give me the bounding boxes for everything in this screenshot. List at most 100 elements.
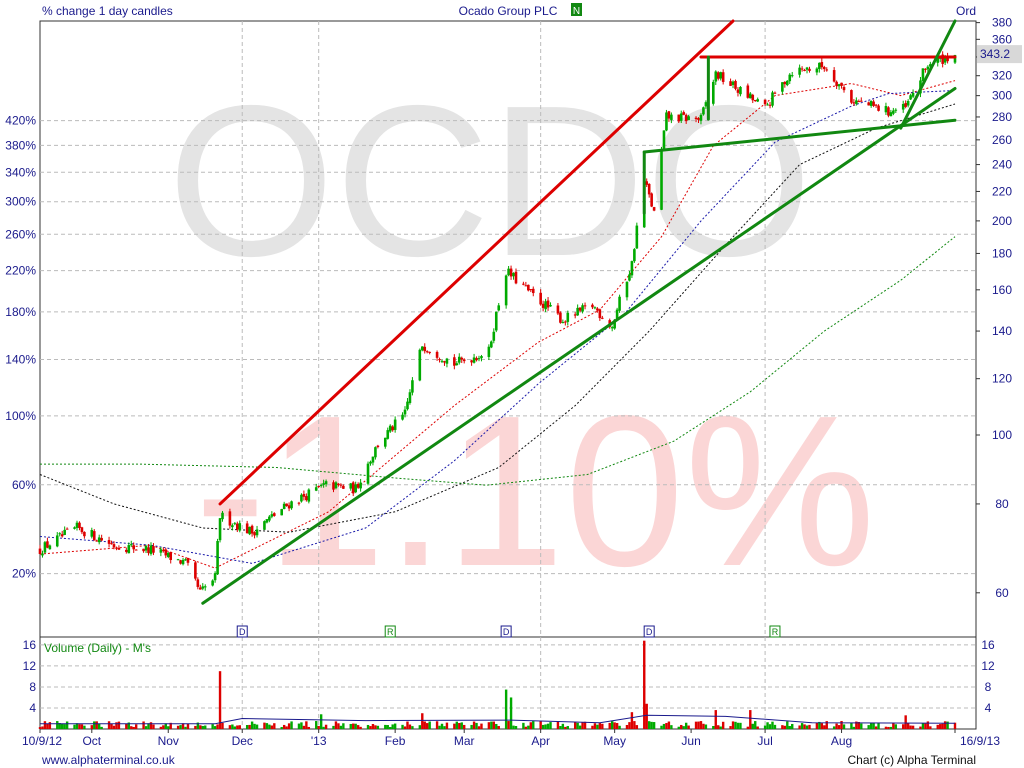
candle-body <box>455 363 459 366</box>
volume-bar <box>132 726 135 729</box>
candle <box>393 416 397 433</box>
candle <box>647 183 651 198</box>
candle-body <box>781 82 784 92</box>
candle-body <box>428 351 431 353</box>
candle-body <box>546 300 550 308</box>
news-badge[interactable]: N <box>571 3 582 17</box>
volume-bar <box>389 727 392 729</box>
candle-body <box>556 305 560 314</box>
candle <box>820 58 824 70</box>
candle <box>127 542 131 554</box>
right-tick-label: 220 <box>992 184 1012 198</box>
candle-body <box>697 118 700 120</box>
candle-body <box>334 482 338 489</box>
candle <box>714 70 718 86</box>
candle-body <box>55 535 59 547</box>
volume-tick-label-right: 8 <box>985 680 992 694</box>
volume-bar <box>860 723 863 729</box>
candle <box>719 71 723 81</box>
x-tick-label: Jun <box>681 734 700 748</box>
volume-bar <box>921 723 925 729</box>
candle-body <box>317 485 320 487</box>
candle-body <box>255 529 259 536</box>
candle-body <box>803 69 806 71</box>
volume-bar <box>874 726 878 729</box>
volume-bar <box>771 721 774 729</box>
volume-bar <box>125 723 128 729</box>
volume-bar <box>60 723 64 729</box>
volume-bar <box>263 722 266 729</box>
candle-body <box>194 562 197 579</box>
volume-bar <box>307 726 311 729</box>
candle-body <box>63 529 66 535</box>
candle-body <box>618 296 621 311</box>
candle <box>73 526 76 530</box>
candle-body <box>835 81 838 87</box>
website-link[interactable]: www.alphaterminal.co.uk <box>41 753 176 767</box>
candle <box>591 303 594 310</box>
candle-body <box>107 540 111 544</box>
candle <box>201 583 205 591</box>
candle <box>83 531 86 539</box>
candle-body <box>366 463 370 484</box>
candle-body <box>203 586 207 588</box>
candle <box>147 544 150 556</box>
candle <box>307 488 311 504</box>
candle-body <box>354 484 357 493</box>
candle <box>300 493 303 503</box>
volume-bar <box>625 724 629 729</box>
candle-body <box>302 493 306 497</box>
right-tick-label: 260 <box>992 133 1012 147</box>
candle <box>541 300 545 312</box>
volume-bar <box>401 724 404 729</box>
volume-bar <box>941 723 944 729</box>
right-tick-label: 360 <box>992 32 1012 46</box>
candle <box>531 286 535 297</box>
candle <box>169 551 173 564</box>
candle <box>63 526 66 536</box>
candle-body <box>186 557 190 563</box>
left-tick-label: 100% <box>5 409 36 423</box>
candle-body <box>771 92 774 106</box>
candle-body <box>374 447 377 458</box>
candle-body <box>472 357 476 363</box>
candle-body <box>211 580 214 586</box>
candle-body <box>83 531 86 537</box>
candle-body <box>290 501 293 509</box>
candle-body <box>218 518 222 541</box>
volume-bar <box>56 721 59 729</box>
candle-body <box>529 289 533 291</box>
candle-body <box>248 526 251 535</box>
candle <box>166 552 170 559</box>
volume-bar <box>697 721 700 729</box>
candle-body <box>748 93 752 99</box>
candle-body <box>332 482 335 490</box>
left-tick-label: 60% <box>12 478 36 492</box>
x-tick-label: Nov <box>158 734 179 748</box>
candle <box>798 64 801 78</box>
grid <box>40 21 976 729</box>
volume-bar <box>613 722 616 729</box>
candle <box>837 83 841 90</box>
candle <box>332 480 335 493</box>
candle <box>438 357 441 363</box>
candle <box>462 358 466 364</box>
volume-bar <box>869 722 873 729</box>
candle-body <box>539 292 542 305</box>
candle-body <box>440 360 444 362</box>
candle <box>921 68 925 82</box>
volume-bar <box>754 721 757 729</box>
candle <box>374 446 377 460</box>
candle-body <box>453 357 456 366</box>
candle <box>65 527 69 530</box>
candle-body <box>652 207 656 211</box>
candle-body <box>815 68 819 73</box>
candle <box>401 412 404 421</box>
watermark-ticker: OCDO <box>168 60 813 301</box>
candle-body <box>911 92 915 97</box>
volume-bar <box>714 710 717 729</box>
candle <box>221 510 224 522</box>
candle-body <box>564 321 567 323</box>
candle-body <box>159 549 163 553</box>
